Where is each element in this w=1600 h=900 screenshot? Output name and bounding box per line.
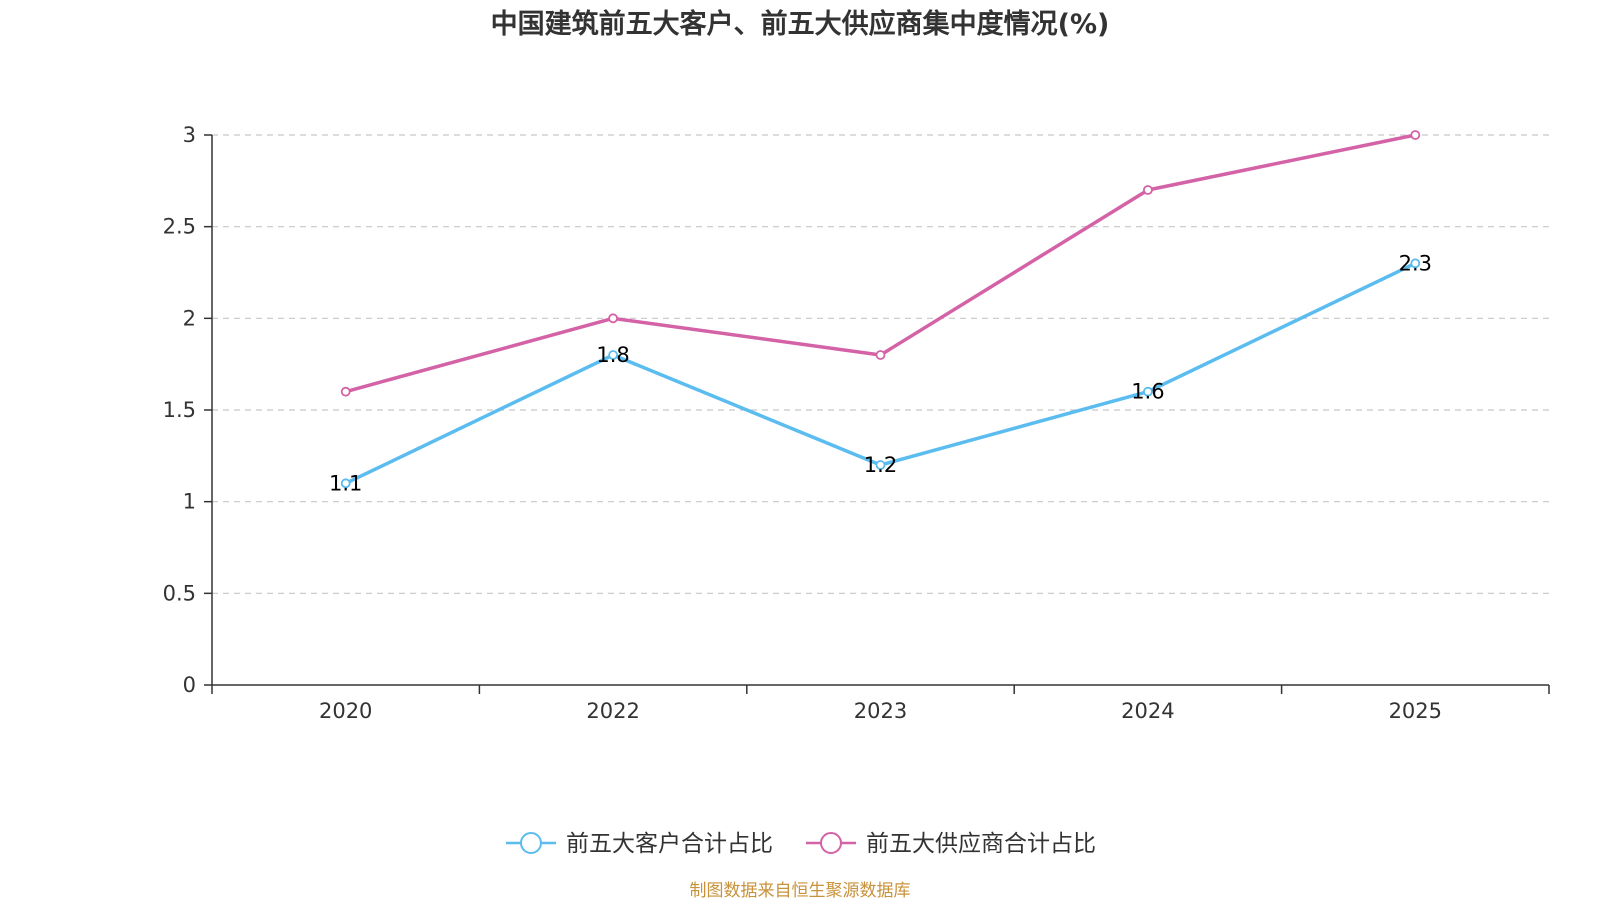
data-point[interactable] — [340, 386, 351, 397]
axes — [204, 134, 1550, 694]
source-note: 制图数据来自恒生聚源数据库 — [690, 881, 911, 900]
data-label: 1.1 — [329, 471, 362, 495]
y-tick-label: 1 — [183, 490, 196, 514]
data-point[interactable] — [340, 478, 351, 489]
x-tick-label: 2020 — [319, 699, 372, 723]
y-tick-label: 0.5 — [163, 581, 196, 605]
data-point[interactable] — [875, 460, 886, 470]
y-tick-label: 1.5 — [163, 398, 196, 422]
y-axis-ticks: 0 0.5 1 1.5 2 2.5 3 — [163, 123, 196, 697]
y-tick-label: 2.5 — [163, 215, 196, 239]
data-point[interactable] — [608, 313, 618, 324]
data-point[interactable] — [1410, 258, 1421, 269]
legend-label: 前五大客户合计占比 — [566, 831, 773, 857]
data-point[interactable] — [1143, 386, 1153, 397]
legend: 前五大客户合计占比 前五大供应商合计占比 — [506, 831, 1096, 857]
data-point[interactable] — [608, 350, 618, 360]
y-tick-label: 3 — [183, 123, 196, 147]
y-tick-label: 2 — [183, 306, 196, 330]
chart-title: 中国建筑前五大客户、前五大供应商集中度情况(%) — [491, 8, 1110, 40]
data-labels: 1.1 1.8 1.2 1.6 2.3 — [329, 251, 1432, 495]
data-point[interactable] — [1410, 130, 1421, 140]
legend-label: 前五大供应商合计占比 — [866, 831, 1096, 857]
data-label: 1.8 — [596, 343, 629, 367]
series-points — [340, 130, 1421, 489]
data-label: 1.2 — [864, 453, 897, 477]
y-tick-label: 0 — [183, 673, 196, 697]
x-tick-label: 2024 — [1121, 699, 1174, 723]
legend-item-suppliers[interactable]: 前五大供应商合计占比 — [806, 831, 1096, 857]
legend-circle-icon — [820, 832, 842, 854]
data-point[interactable] — [1143, 185, 1153, 195]
series-lines — [344, 133, 1417, 485]
x-tick-label: 2025 — [1389, 699, 1442, 723]
data-label: 2.3 — [1399, 251, 1432, 275]
gridlines — [212, 134, 1549, 594]
x-axis-ticks: 2020 2022 2023 2024 2025 — [319, 699, 1442, 723]
series-line-0 — [344, 261, 1417, 485]
data-label: 1.6 — [1131, 380, 1164, 404]
x-tick-label: 2023 — [854, 699, 907, 723]
legend-item-customers[interactable]: 前五大客户合计占比 — [506, 831, 773, 857]
legend-circle-icon — [520, 832, 542, 854]
x-tick-label: 2022 — [586, 699, 639, 723]
data-point[interactable] — [875, 350, 886, 360]
